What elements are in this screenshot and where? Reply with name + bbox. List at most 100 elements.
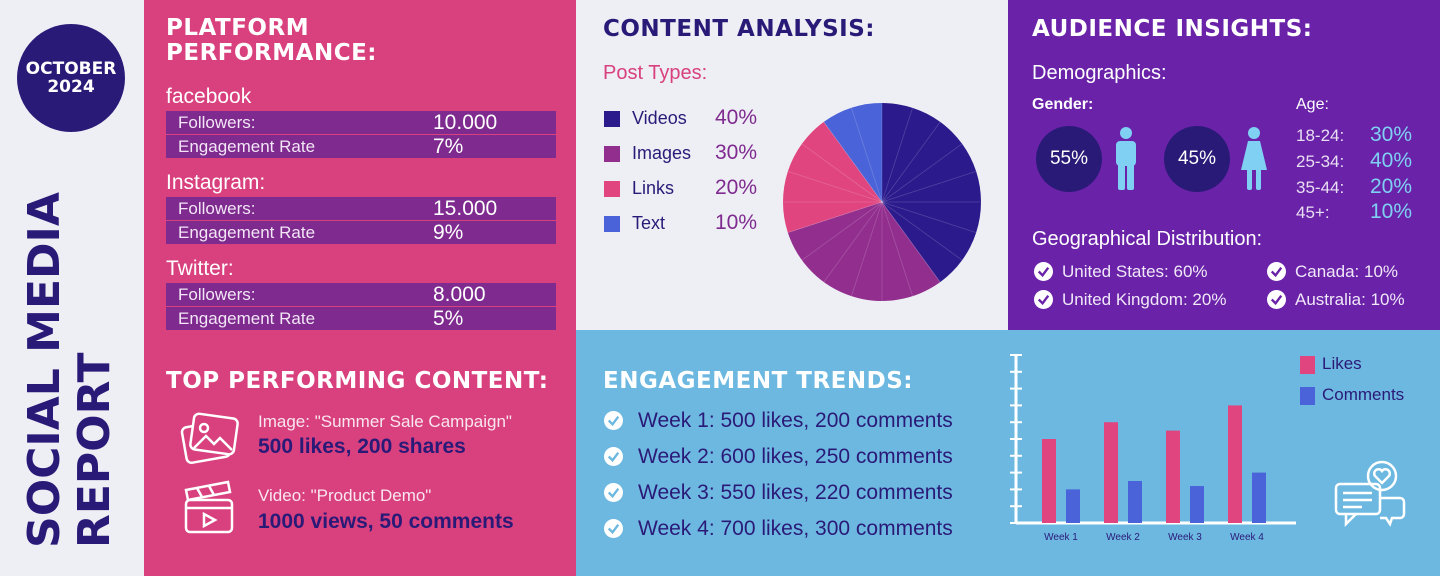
check-circle-icon <box>604 519 623 538</box>
followers-value: 8.000 <box>433 283 486 306</box>
geo-distribution-label: Geographical Distribution: <box>1032 228 1263 250</box>
pie-slice-images <box>787 202 941 301</box>
engagement-value: 9% <box>433 221 464 244</box>
bar-likes-week-2 <box>1104 422 1118 523</box>
engagement-label: Engagement Rate <box>178 309 316 328</box>
bar-comments-week-1 <box>1066 489 1080 523</box>
followers-label: Followers: <box>178 285 256 304</box>
content-analysis-panel: CONTENT ANALYSIS: Post Types: Videos 40% I… <box>576 0 1008 330</box>
audience-insights-panel: AUDIENCE INSIGHTS: Demographics: Gender:… <box>1008 0 1440 330</box>
pie-divider <box>823 201 883 283</box>
followers-label: Followers: <box>178 199 256 218</box>
pie-divider <box>881 201 977 233</box>
top-content-1-title: Image: "Summer Sale Campaign" <box>258 412 512 431</box>
pie-divider <box>881 107 913 203</box>
engagement-trends-panel: ENGAGEMENT TRENDS: Week 1: 500 likes, 20… <box>576 330 1440 576</box>
age-row: 45+: 10% <box>1296 200 1412 223</box>
age-row: 18-24: 30% <box>1296 123 1412 146</box>
pie-slice-text <box>823 103 882 202</box>
twitter-engagement-row: Engagement Rate 5% <box>166 307 556 330</box>
pie-divider <box>787 201 883 233</box>
platform-performance-title: PLATFORM PERFORMANCE: <box>166 16 377 66</box>
age-pct: 40% <box>1370 149 1413 172</box>
report-title: SOCIAL MEDIA REPORT <box>19 148 120 548</box>
legend-label: Text <box>632 213 666 233</box>
legend-value: 20% <box>715 176 758 199</box>
pie-divider <box>851 107 883 203</box>
check-circle-icon <box>604 483 623 502</box>
pie-slice-videos <box>882 103 981 283</box>
image-icon <box>180 412 239 465</box>
age-range: 25-34: <box>1296 152 1345 171</box>
twitter-followers-row: Followers: 8.000 <box>166 283 556 306</box>
post-types-pie-chart <box>783 103 981 301</box>
engagement-label: Engagement Rate <box>178 223 316 242</box>
badge-year: 2024 <box>47 77 95 97</box>
pie-divider <box>881 121 941 203</box>
legend-swatch <box>1300 387 1315 405</box>
followers-value: 10.000 <box>433 111 498 134</box>
week-text: Week 1: 500 likes, 200 comments <box>638 409 953 432</box>
check-circle-icon <box>1034 290 1053 309</box>
female-percentage: 45% <box>1164 126 1230 192</box>
top-content-1-stats: 500 likes, 200 shares <box>258 435 466 458</box>
engagement-trends-title: ENGAGEMENT TRENDS: <box>603 368 913 394</box>
age-range: 18-24: <box>1296 126 1345 145</box>
platform-name-twitter: Twitter: <box>166 257 234 280</box>
facebook-followers-row: Followers: 10.000 <box>166 111 556 134</box>
pie-divider <box>851 201 883 297</box>
report-title-line1: SOCIAL MEDIA <box>19 192 70 548</box>
age-range: 45+: <box>1296 203 1330 222</box>
audience-insights-title: AUDIENCE INSIGHTS: <box>1032 16 1313 42</box>
chat-heart-icon <box>1334 460 1406 528</box>
top-content-title: TOP PERFORMING CONTENT: <box>166 368 549 394</box>
pie-divider <box>881 201 963 261</box>
platform-name-facebook: facebook <box>166 85 252 108</box>
engagement-label: Engagement Rate <box>178 137 316 156</box>
geo-text: United States: 60% <box>1062 262 1208 281</box>
geo-text: Australia: 10% <box>1295 290 1405 309</box>
legend-swatch <box>604 111 620 127</box>
check-circle-icon <box>1267 262 1286 281</box>
legend-swatch <box>1300 356 1315 374</box>
x-tick-label: Week 2 <box>1106 532 1140 543</box>
x-tick-label: Week 3 <box>1168 532 1202 543</box>
bar-comments-week-2 <box>1128 481 1142 523</box>
legend-label: Images <box>632 143 692 163</box>
x-tick-label: Week 1 <box>1044 532 1078 543</box>
male-percentage: 55% <box>1036 126 1102 192</box>
legend-label: Likes <box>1322 354 1362 373</box>
instagram-followers-row: Followers: 15.000 <box>166 197 556 220</box>
check-circle-icon <box>604 447 623 466</box>
week-text: Week 2: 600 likes, 250 comments <box>638 445 953 468</box>
legend-value: 40% <box>715 106 758 129</box>
bar-likes-week-1 <box>1042 439 1056 523</box>
gender-label: Gender: <box>1032 96 1094 113</box>
instagram-engagement-row: Engagement Rate 9% <box>166 221 556 244</box>
left-rail: OCTOBER 2024 SOCIAL MEDIA REPORT <box>0 0 144 576</box>
pie-slice-links <box>783 121 882 233</box>
top-content-2-title: Video: "Product Demo" <box>258 486 432 505</box>
top-content-2-stats: 1000 views, 50 comments <box>258 510 514 533</box>
date-badge: OCTOBER 2024 <box>17 24 125 132</box>
legend-swatch <box>604 216 620 232</box>
legend-swatch <box>604 181 620 197</box>
pie-divider <box>801 201 883 261</box>
legend-value: 10% <box>715 211 758 234</box>
pie-divider <box>881 143 963 203</box>
pie-divider <box>823 121 883 203</box>
age-row: 35-44: 20% <box>1296 175 1412 198</box>
geo-text: United Kingdom: 20% <box>1062 290 1227 309</box>
legend-value: 30% <box>715 141 758 164</box>
male-icon <box>1116 127 1136 190</box>
week-text: Week 4: 700 likes, 300 comments <box>638 517 953 540</box>
week-text: Week 3: 550 likes, 220 comments <box>638 481 953 504</box>
bar-comments-week-3 <box>1190 486 1204 523</box>
pie-divider <box>881 201 913 297</box>
check-circle-icon <box>1267 290 1286 309</box>
check-circle-icon <box>604 411 623 430</box>
post-types-subtitle: Post Types: <box>603 62 708 84</box>
check-circle-icon <box>1034 262 1053 281</box>
pie-divider <box>801 143 883 203</box>
followers-value: 15.000 <box>433 197 498 220</box>
